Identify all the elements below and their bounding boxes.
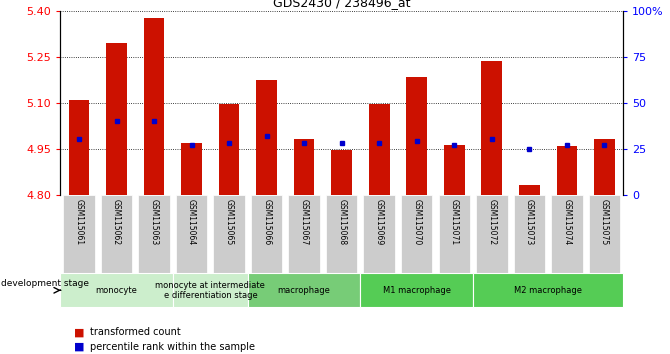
FancyBboxPatch shape bbox=[551, 195, 583, 273]
Text: GSM115061: GSM115061 bbox=[74, 199, 84, 245]
Text: transformed count: transformed count bbox=[90, 327, 181, 337]
FancyBboxPatch shape bbox=[513, 195, 545, 273]
Text: ■: ■ bbox=[74, 327, 84, 337]
Text: GSM115064: GSM115064 bbox=[187, 199, 196, 245]
FancyBboxPatch shape bbox=[401, 195, 433, 273]
Text: GSM115065: GSM115065 bbox=[224, 199, 234, 245]
Text: M2 macrophage: M2 macrophage bbox=[514, 286, 582, 295]
Text: development stage: development stage bbox=[1, 279, 88, 288]
FancyBboxPatch shape bbox=[60, 273, 173, 307]
Text: GSM115068: GSM115068 bbox=[337, 199, 346, 245]
FancyBboxPatch shape bbox=[326, 195, 358, 273]
Bar bbox=[257, 80, 277, 195]
Text: ■: ■ bbox=[74, 342, 84, 352]
FancyBboxPatch shape bbox=[363, 195, 395, 273]
Bar bbox=[519, 185, 539, 195]
FancyBboxPatch shape bbox=[176, 195, 208, 273]
Bar bbox=[144, 18, 164, 195]
FancyBboxPatch shape bbox=[251, 195, 283, 273]
FancyBboxPatch shape bbox=[588, 195, 620, 273]
Text: GSM115074: GSM115074 bbox=[562, 199, 572, 245]
Text: GSM115063: GSM115063 bbox=[149, 199, 159, 245]
FancyBboxPatch shape bbox=[476, 195, 508, 273]
Text: GSM115072: GSM115072 bbox=[487, 199, 496, 245]
Bar bbox=[369, 104, 389, 195]
Bar bbox=[482, 61, 502, 195]
Bar bbox=[107, 43, 127, 195]
Text: percentile rank within the sample: percentile rank within the sample bbox=[90, 342, 255, 352]
Bar bbox=[294, 139, 314, 195]
Text: GSM115071: GSM115071 bbox=[450, 199, 459, 245]
Bar bbox=[407, 76, 427, 195]
Text: monocyte: monocyte bbox=[96, 286, 137, 295]
Text: GSM115069: GSM115069 bbox=[375, 199, 384, 245]
Title: GDS2430 / 238496_at: GDS2430 / 238496_at bbox=[273, 0, 411, 10]
Bar bbox=[69, 99, 89, 195]
Text: GSM115070: GSM115070 bbox=[412, 199, 421, 245]
Text: monocyte at intermediate
e differentiation stage: monocyte at intermediate e differentiati… bbox=[155, 281, 265, 300]
Text: macrophage: macrophage bbox=[278, 286, 330, 295]
FancyBboxPatch shape bbox=[138, 195, 170, 273]
Bar bbox=[557, 146, 577, 195]
FancyBboxPatch shape bbox=[100, 195, 133, 273]
FancyBboxPatch shape bbox=[360, 273, 473, 307]
Bar bbox=[444, 145, 464, 195]
Bar bbox=[182, 143, 202, 195]
Bar bbox=[219, 104, 239, 195]
FancyBboxPatch shape bbox=[173, 273, 248, 307]
FancyBboxPatch shape bbox=[473, 273, 623, 307]
FancyBboxPatch shape bbox=[288, 195, 320, 273]
Bar bbox=[332, 150, 352, 195]
Text: GSM115067: GSM115067 bbox=[299, 199, 309, 245]
FancyBboxPatch shape bbox=[63, 195, 95, 273]
Text: GSM115073: GSM115073 bbox=[525, 199, 534, 245]
Text: GSM115075: GSM115075 bbox=[600, 199, 609, 245]
FancyBboxPatch shape bbox=[438, 195, 470, 273]
FancyBboxPatch shape bbox=[213, 195, 245, 273]
FancyBboxPatch shape bbox=[248, 273, 360, 307]
Text: GSM115066: GSM115066 bbox=[262, 199, 271, 245]
Text: GSM115062: GSM115062 bbox=[112, 199, 121, 245]
Bar bbox=[594, 139, 614, 195]
Text: M1 macrophage: M1 macrophage bbox=[383, 286, 451, 295]
